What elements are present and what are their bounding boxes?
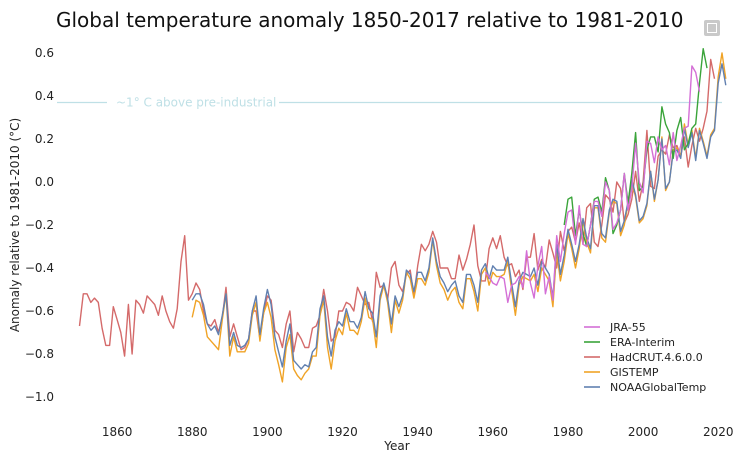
x-axis-label: Year bbox=[383, 439, 409, 453]
reference-line-label: ~1° C above pre-industrial bbox=[116, 95, 276, 109]
x-tick-label: 1860 bbox=[102, 425, 133, 439]
y-tick-label: −0.4 bbox=[25, 261, 54, 275]
y-axis-label: Anomaly relative to 1981-2010 (°C) bbox=[8, 118, 22, 332]
x-tick-label: 1920 bbox=[327, 425, 358, 439]
x-tick-label: 2020 bbox=[703, 425, 734, 439]
legend-label: HadCRUT.4.6.0.0 bbox=[610, 351, 703, 364]
y-tick-label: −1.0 bbox=[25, 390, 54, 404]
x-tick-label: 2000 bbox=[628, 425, 659, 439]
series-line-noaaglobaltemp bbox=[191, 63, 727, 370]
y-tick-label: 0.4 bbox=[35, 89, 54, 103]
x-tick-label: 1960 bbox=[478, 425, 509, 439]
series-line-hadcrut-4-6-0-0 bbox=[78, 58, 716, 357]
x-tick-label: 1940 bbox=[402, 425, 433, 439]
legend-label: ERA-Interim bbox=[610, 336, 675, 349]
x-tick-label: 1880 bbox=[177, 425, 208, 439]
legend-label: NOAAGlobalTemp bbox=[610, 381, 706, 394]
series-line-jra-55 bbox=[484, 65, 701, 304]
y-tick-label: 0.2 bbox=[35, 132, 54, 146]
expand-icon[interactable] bbox=[704, 20, 720, 36]
y-tick-label: 0.6 bbox=[35, 46, 54, 60]
legend-label: JRA-55 bbox=[609, 321, 646, 334]
chart-title: Global temperature anomaly 1850-2017 rel… bbox=[56, 8, 684, 32]
x-tick-label: 1980 bbox=[553, 425, 584, 439]
y-tick-label: −0.2 bbox=[25, 218, 54, 232]
y-tick-label: −0.6 bbox=[25, 304, 54, 318]
y-tick-label: 0.0 bbox=[35, 175, 54, 189]
y-tick-label: −0.8 bbox=[25, 347, 54, 361]
legend-label: GISTEMP bbox=[610, 366, 659, 379]
x-tick-label: 1900 bbox=[252, 425, 283, 439]
